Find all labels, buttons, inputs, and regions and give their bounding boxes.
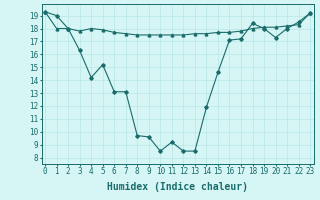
X-axis label: Humidex (Indice chaleur): Humidex (Indice chaleur) — [107, 182, 248, 192]
